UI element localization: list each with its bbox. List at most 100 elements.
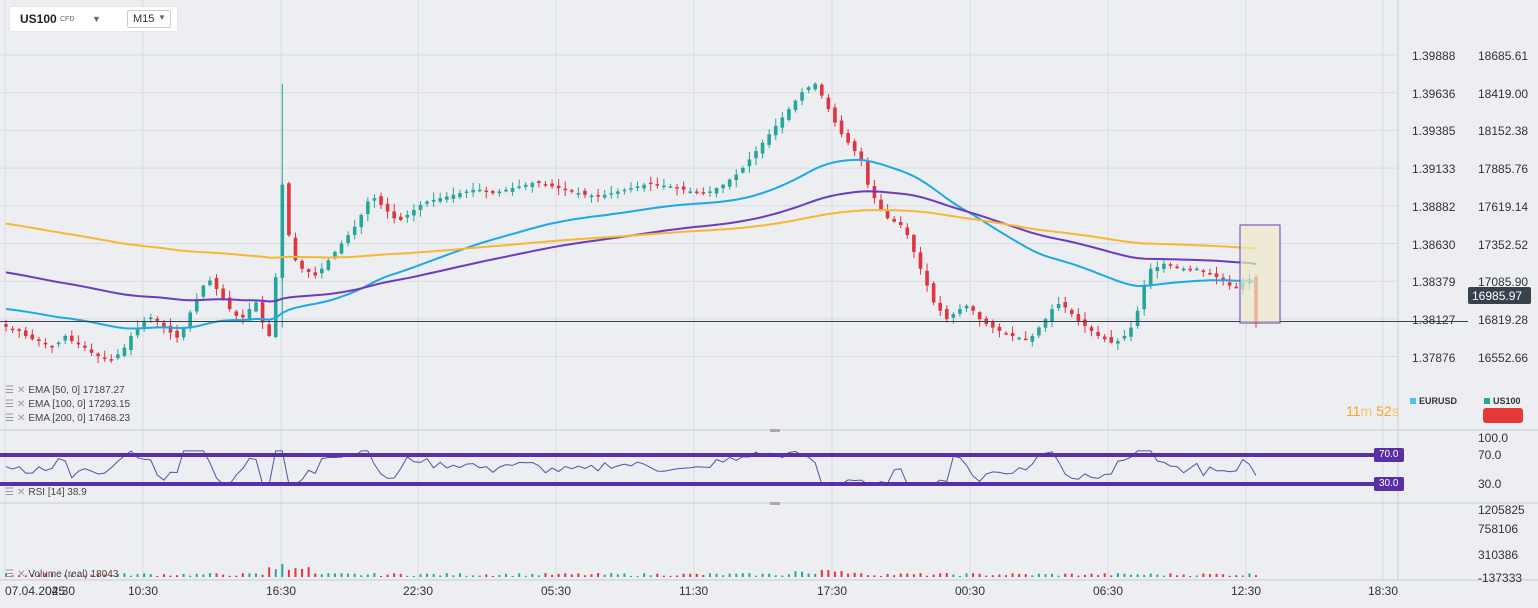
indicator-settings-icon[interactable]: ☰ <box>5 569 14 580</box>
indicator-settings-icon[interactable]: ☰ <box>5 487 14 498</box>
indicator-remove-icon[interactable]: ✕ <box>16 413 26 424</box>
price-tick-label: 16819.28 <box>1478 312 1529 327</box>
volume-bar <box>544 573 547 577</box>
volume-bar <box>294 568 297 577</box>
volume-bar <box>156 575 159 577</box>
timeframe-dropdown[interactable]: M15 ▼ <box>127 10 171 28</box>
price-tick-label: 1.39636 <box>1412 86 1456 101</box>
volume-bar <box>301 568 304 577</box>
candle-body <box>1162 263 1166 270</box>
volume-bar <box>676 575 679 577</box>
volume-bar <box>1024 574 1027 577</box>
candle-body <box>287 183 291 236</box>
volume-tick-label: -137333 <box>1478 571 1523 585</box>
volume-bar <box>1044 574 1047 577</box>
symbol-selector[interactable]: US100 CFD ▼ M15 ▼ <box>10 7 177 31</box>
rsi-line <box>5 450 1257 485</box>
candle-body <box>458 193 462 198</box>
symbol-dropdown-icon[interactable]: ▼ <box>92 14 101 24</box>
candle-body <box>675 187 679 189</box>
volume-bar <box>485 574 488 577</box>
volume-bar <box>781 575 784 577</box>
indicator-volume[interactable]: ☰ ✕ Volume (real) 18043 <box>5 569 119 580</box>
indicator-ema200[interactable]: ☰ ✕ EMA [200, 0] 17468.23 <box>5 413 131 424</box>
volume-bar <box>531 573 534 577</box>
indicator-remove-icon[interactable]: ✕ <box>16 385 26 396</box>
candle-body <box>1181 268 1186 271</box>
indicator-remove-icon[interactable]: ✕ <box>16 569 26 580</box>
indicator-settings-icon[interactable]: ☰ <box>5 413 14 424</box>
candle-body <box>1116 341 1120 344</box>
indicator-remove-icon[interactable]: ✕ <box>16 399 26 410</box>
candle-body <box>655 184 660 186</box>
candle-body <box>359 214 364 228</box>
volume-bar <box>583 575 586 577</box>
indicator-remove-icon[interactable]: ✕ <box>16 487 26 498</box>
candle-body <box>734 174 739 181</box>
volume-bar <box>31 575 34 577</box>
candle-body <box>76 342 81 345</box>
candle-body <box>885 210 890 219</box>
candle-body <box>1109 337 1114 343</box>
volume-bar <box>77 575 80 577</box>
candle-body <box>1096 331 1100 336</box>
volume-bar <box>1182 574 1185 577</box>
candle-body <box>1188 268 1193 271</box>
candle-body <box>1043 319 1048 328</box>
volume-bar <box>1235 575 1238 577</box>
candle-body <box>1069 309 1074 315</box>
legend-us100[interactable]: US100 <box>1484 396 1521 406</box>
candle-body <box>1234 286 1239 289</box>
candle-body <box>543 184 548 186</box>
price-tick-label: 16552.66 <box>1478 350 1529 365</box>
volume-bar <box>347 573 350 577</box>
volume-bar <box>991 575 994 577</box>
volume-bar <box>833 571 836 577</box>
legend-eurusd[interactable]: EURUSD <box>1410 396 1457 406</box>
volume-bar <box>978 573 981 577</box>
price-tick-label: 1.38882 <box>1412 199 1456 214</box>
volume-bar <box>814 573 817 577</box>
indicator-settings-icon[interactable]: ☰ <box>5 385 14 396</box>
candle-body <box>444 196 449 200</box>
volume-bar <box>958 575 961 577</box>
candle-body <box>175 330 179 338</box>
volume-bar <box>965 573 968 577</box>
volume-bar <box>44 573 47 577</box>
volume-bar <box>728 573 731 577</box>
candle-body <box>892 218 896 222</box>
volume-bar <box>636 575 639 577</box>
volume-bar <box>373 573 376 577</box>
volume-bar <box>570 574 573 577</box>
volume-bar <box>669 575 672 577</box>
volume-bar <box>656 573 659 577</box>
candle-body <box>602 194 607 198</box>
volume-bar <box>116 574 119 577</box>
time-tick-label: 00:30 <box>955 584 986 598</box>
candle-body <box>971 306 975 311</box>
volume-bar <box>83 575 86 577</box>
candle-body <box>188 312 193 329</box>
indicator-ema50[interactable]: ☰ ✕ EMA [50, 0] 17187.27 <box>5 385 125 396</box>
volume-bar <box>880 575 882 577</box>
volume-bar <box>926 575 929 577</box>
candle-body <box>4 324 8 327</box>
candle-body <box>773 125 778 136</box>
candle-body <box>931 283 936 303</box>
volume-bar <box>847 573 850 577</box>
candle-body <box>550 183 554 187</box>
candle-body <box>504 189 508 192</box>
indicator-settings-icon[interactable]: ☰ <box>5 399 14 410</box>
candle-countdown-timer: 11m 52s <box>1346 403 1399 419</box>
indicator-rsi[interactable]: ☰ ✕ RSI [14] 38.9 <box>5 487 87 498</box>
volume-bar <box>406 575 409 577</box>
indicator-ema100[interactable]: ☰ ✕ EMA [100, 0] 17293.15 <box>5 399 131 410</box>
volume-bar <box>426 573 429 577</box>
candle-body <box>747 159 752 167</box>
volume-bar <box>11 575 14 577</box>
volume-bar <box>130 575 132 577</box>
candle-body <box>477 189 482 192</box>
volume-bar <box>722 575 725 577</box>
time-tick-label: 18:30 <box>1368 584 1399 598</box>
